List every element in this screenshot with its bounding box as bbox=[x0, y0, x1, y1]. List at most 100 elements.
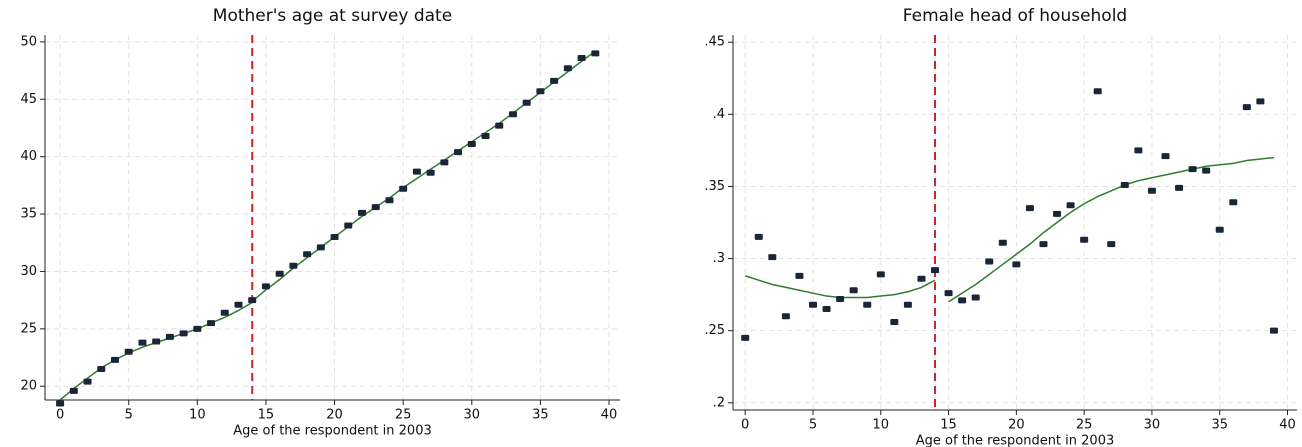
data-point bbox=[863, 301, 872, 308]
data-point bbox=[289, 262, 298, 269]
chart-title: Female head of household bbox=[903, 6, 1127, 26]
data-point bbox=[1256, 98, 1265, 105]
data-point bbox=[550, 77, 559, 84]
data-point bbox=[903, 301, 912, 308]
y-tick-label: .45 bbox=[704, 35, 725, 50]
data-point bbox=[822, 306, 831, 313]
data-point bbox=[303, 251, 312, 258]
x-tick-label: 0 bbox=[56, 408, 64, 423]
x-tick-label: 20 bbox=[1008, 418, 1025, 433]
y-tick-label: 25 bbox=[20, 321, 37, 336]
data-point bbox=[876, 271, 885, 278]
fit-line bbox=[59, 301, 253, 401]
x-tick-label: 25 bbox=[395, 408, 412, 423]
data-point bbox=[1107, 241, 1116, 248]
data-point bbox=[56, 400, 65, 407]
data-point bbox=[165, 333, 174, 340]
x-tick-label: 10 bbox=[873, 418, 890, 433]
data-point bbox=[1080, 236, 1089, 243]
data-point bbox=[985, 258, 994, 265]
data-point bbox=[563, 65, 572, 72]
y-tick-label: 50 bbox=[20, 34, 37, 49]
data-point bbox=[1039, 241, 1048, 248]
data-point bbox=[371, 204, 380, 211]
y-tick-label: .4 bbox=[713, 107, 725, 122]
data-point bbox=[536, 88, 545, 95]
data-point bbox=[931, 267, 940, 274]
data-point bbox=[849, 287, 858, 294]
data-point bbox=[522, 99, 531, 106]
data-point bbox=[344, 222, 353, 229]
y-tick-label: 45 bbox=[20, 92, 37, 107]
x-tick-label: 5 bbox=[809, 418, 817, 433]
data-point bbox=[1229, 199, 1238, 206]
data-point bbox=[917, 275, 926, 282]
data-point bbox=[467, 141, 476, 148]
data-point bbox=[1147, 187, 1156, 194]
data-point bbox=[1012, 261, 1021, 268]
x-tick-label: 40 bbox=[1279, 418, 1296, 433]
x-tick-label: 15 bbox=[258, 408, 275, 423]
data-point bbox=[385, 197, 394, 204]
data-point bbox=[261, 283, 270, 290]
fit-line bbox=[744, 275, 936, 299]
data-point bbox=[454, 149, 463, 156]
data-point bbox=[110, 356, 119, 363]
data-point bbox=[1161, 153, 1170, 160]
data-point bbox=[1120, 182, 1129, 188]
x-tick-label: 15 bbox=[940, 418, 957, 433]
data-point bbox=[1134, 147, 1143, 154]
chart-title: Mother's age at survey date bbox=[213, 6, 452, 26]
y-tick-label: .2 bbox=[713, 395, 725, 410]
data-point bbox=[440, 159, 449, 166]
data-point bbox=[998, 239, 1007, 246]
data-point bbox=[1093, 88, 1102, 95]
x-tick-label: 10 bbox=[189, 408, 206, 423]
y-tick-label: .35 bbox=[704, 179, 725, 194]
x-axis-label: Age of the respondent in 2003 bbox=[916, 434, 1114, 447]
data-point bbox=[768, 254, 777, 261]
y-tick-label: 20 bbox=[20, 379, 37, 394]
y-tick-label: 35 bbox=[20, 207, 37, 222]
data-point bbox=[275, 270, 284, 277]
data-point bbox=[97, 366, 106, 373]
x-tick-label: 30 bbox=[464, 408, 481, 423]
x-tick-label: 20 bbox=[326, 408, 343, 423]
data-point bbox=[795, 272, 804, 279]
fit-line bbox=[948, 156, 1275, 303]
data-point bbox=[1175, 184, 1184, 191]
data-point bbox=[1215, 226, 1224, 233]
data-point bbox=[152, 338, 161, 345]
data-point bbox=[207, 320, 216, 327]
data-point bbox=[426, 169, 435, 176]
data-point bbox=[754, 233, 763, 240]
data-point bbox=[193, 325, 202, 332]
data-point bbox=[577, 54, 586, 61]
data-point bbox=[836, 295, 845, 302]
data-point bbox=[1188, 166, 1197, 173]
x-tick-label: 40 bbox=[601, 408, 618, 423]
data-point bbox=[179, 330, 188, 337]
y-tick-label: 30 bbox=[20, 264, 37, 279]
data-point bbox=[741, 334, 750, 341]
x-axis-label: Age of the respondent in 2003 bbox=[233, 424, 431, 439]
data-point bbox=[399, 185, 408, 192]
y-tick-label: 40 bbox=[20, 149, 37, 164]
y-tick-label: .25 bbox=[704, 323, 725, 338]
data-point bbox=[412, 168, 421, 175]
x-tick-label: 30 bbox=[1144, 418, 1161, 433]
data-point bbox=[958, 297, 967, 304]
data-point bbox=[808, 301, 817, 308]
x-tick-label: 5 bbox=[125, 408, 133, 423]
data-point bbox=[83, 378, 92, 385]
data-point bbox=[508, 111, 517, 118]
data-point bbox=[69, 387, 78, 394]
data-point bbox=[220, 309, 229, 316]
data-point bbox=[1053, 210, 1062, 217]
x-tick-label: 35 bbox=[1211, 418, 1228, 433]
data-point bbox=[481, 133, 490, 140]
x-tick-label: 35 bbox=[532, 408, 549, 423]
x-tick-label: 25 bbox=[1076, 418, 1093, 433]
data-point bbox=[1269, 327, 1278, 334]
